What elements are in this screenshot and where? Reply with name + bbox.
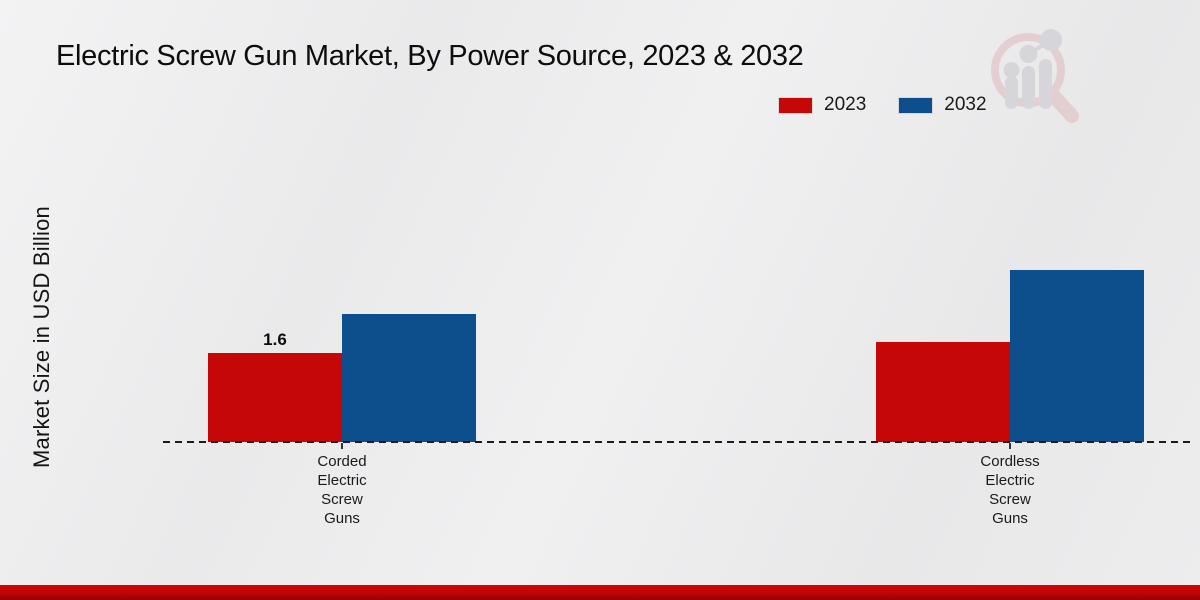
bar-2032-cordless-electric-screw-guns <box>1010 270 1144 442</box>
x-axis-dashed-baseline <box>163 441 1193 443</box>
category-label: Corded Electric Screw Guns <box>317 453 367 527</box>
chart-title: Electric Screw Gun Market, By Power Sour… <box>56 40 804 72</box>
bar-2023-corded-electric-screw-guns <box>208 353 342 442</box>
legend: 2023 2032 <box>778 94 987 116</box>
category-label: Cordless Electric Screw Guns <box>980 453 1040 527</box>
legend-label-2023: 2023 <box>824 94 867 115</box>
bar-2032-corded-electric-screw-guns <box>342 314 476 442</box>
legend-swatch-2023-icon <box>778 96 813 114</box>
bar-value-label: 1.6 <box>263 330 287 349</box>
legend-swatch-2032-icon <box>898 96 934 114</box>
x-axis-tick <box>1009 443 1011 449</box>
market-research-future-logo-icon <box>991 29 1079 123</box>
footer-accent-band <box>0 585 1200 600</box>
legend-item-2032: 2032 <box>898 94 987 116</box>
legend-item-2023: 2023 <box>778 94 866 116</box>
bar-2023-cordless-electric-screw-guns <box>876 342 1010 442</box>
legend-label-2032: 2032 <box>944 94 987 115</box>
x-axis-tick <box>341 443 343 449</box>
